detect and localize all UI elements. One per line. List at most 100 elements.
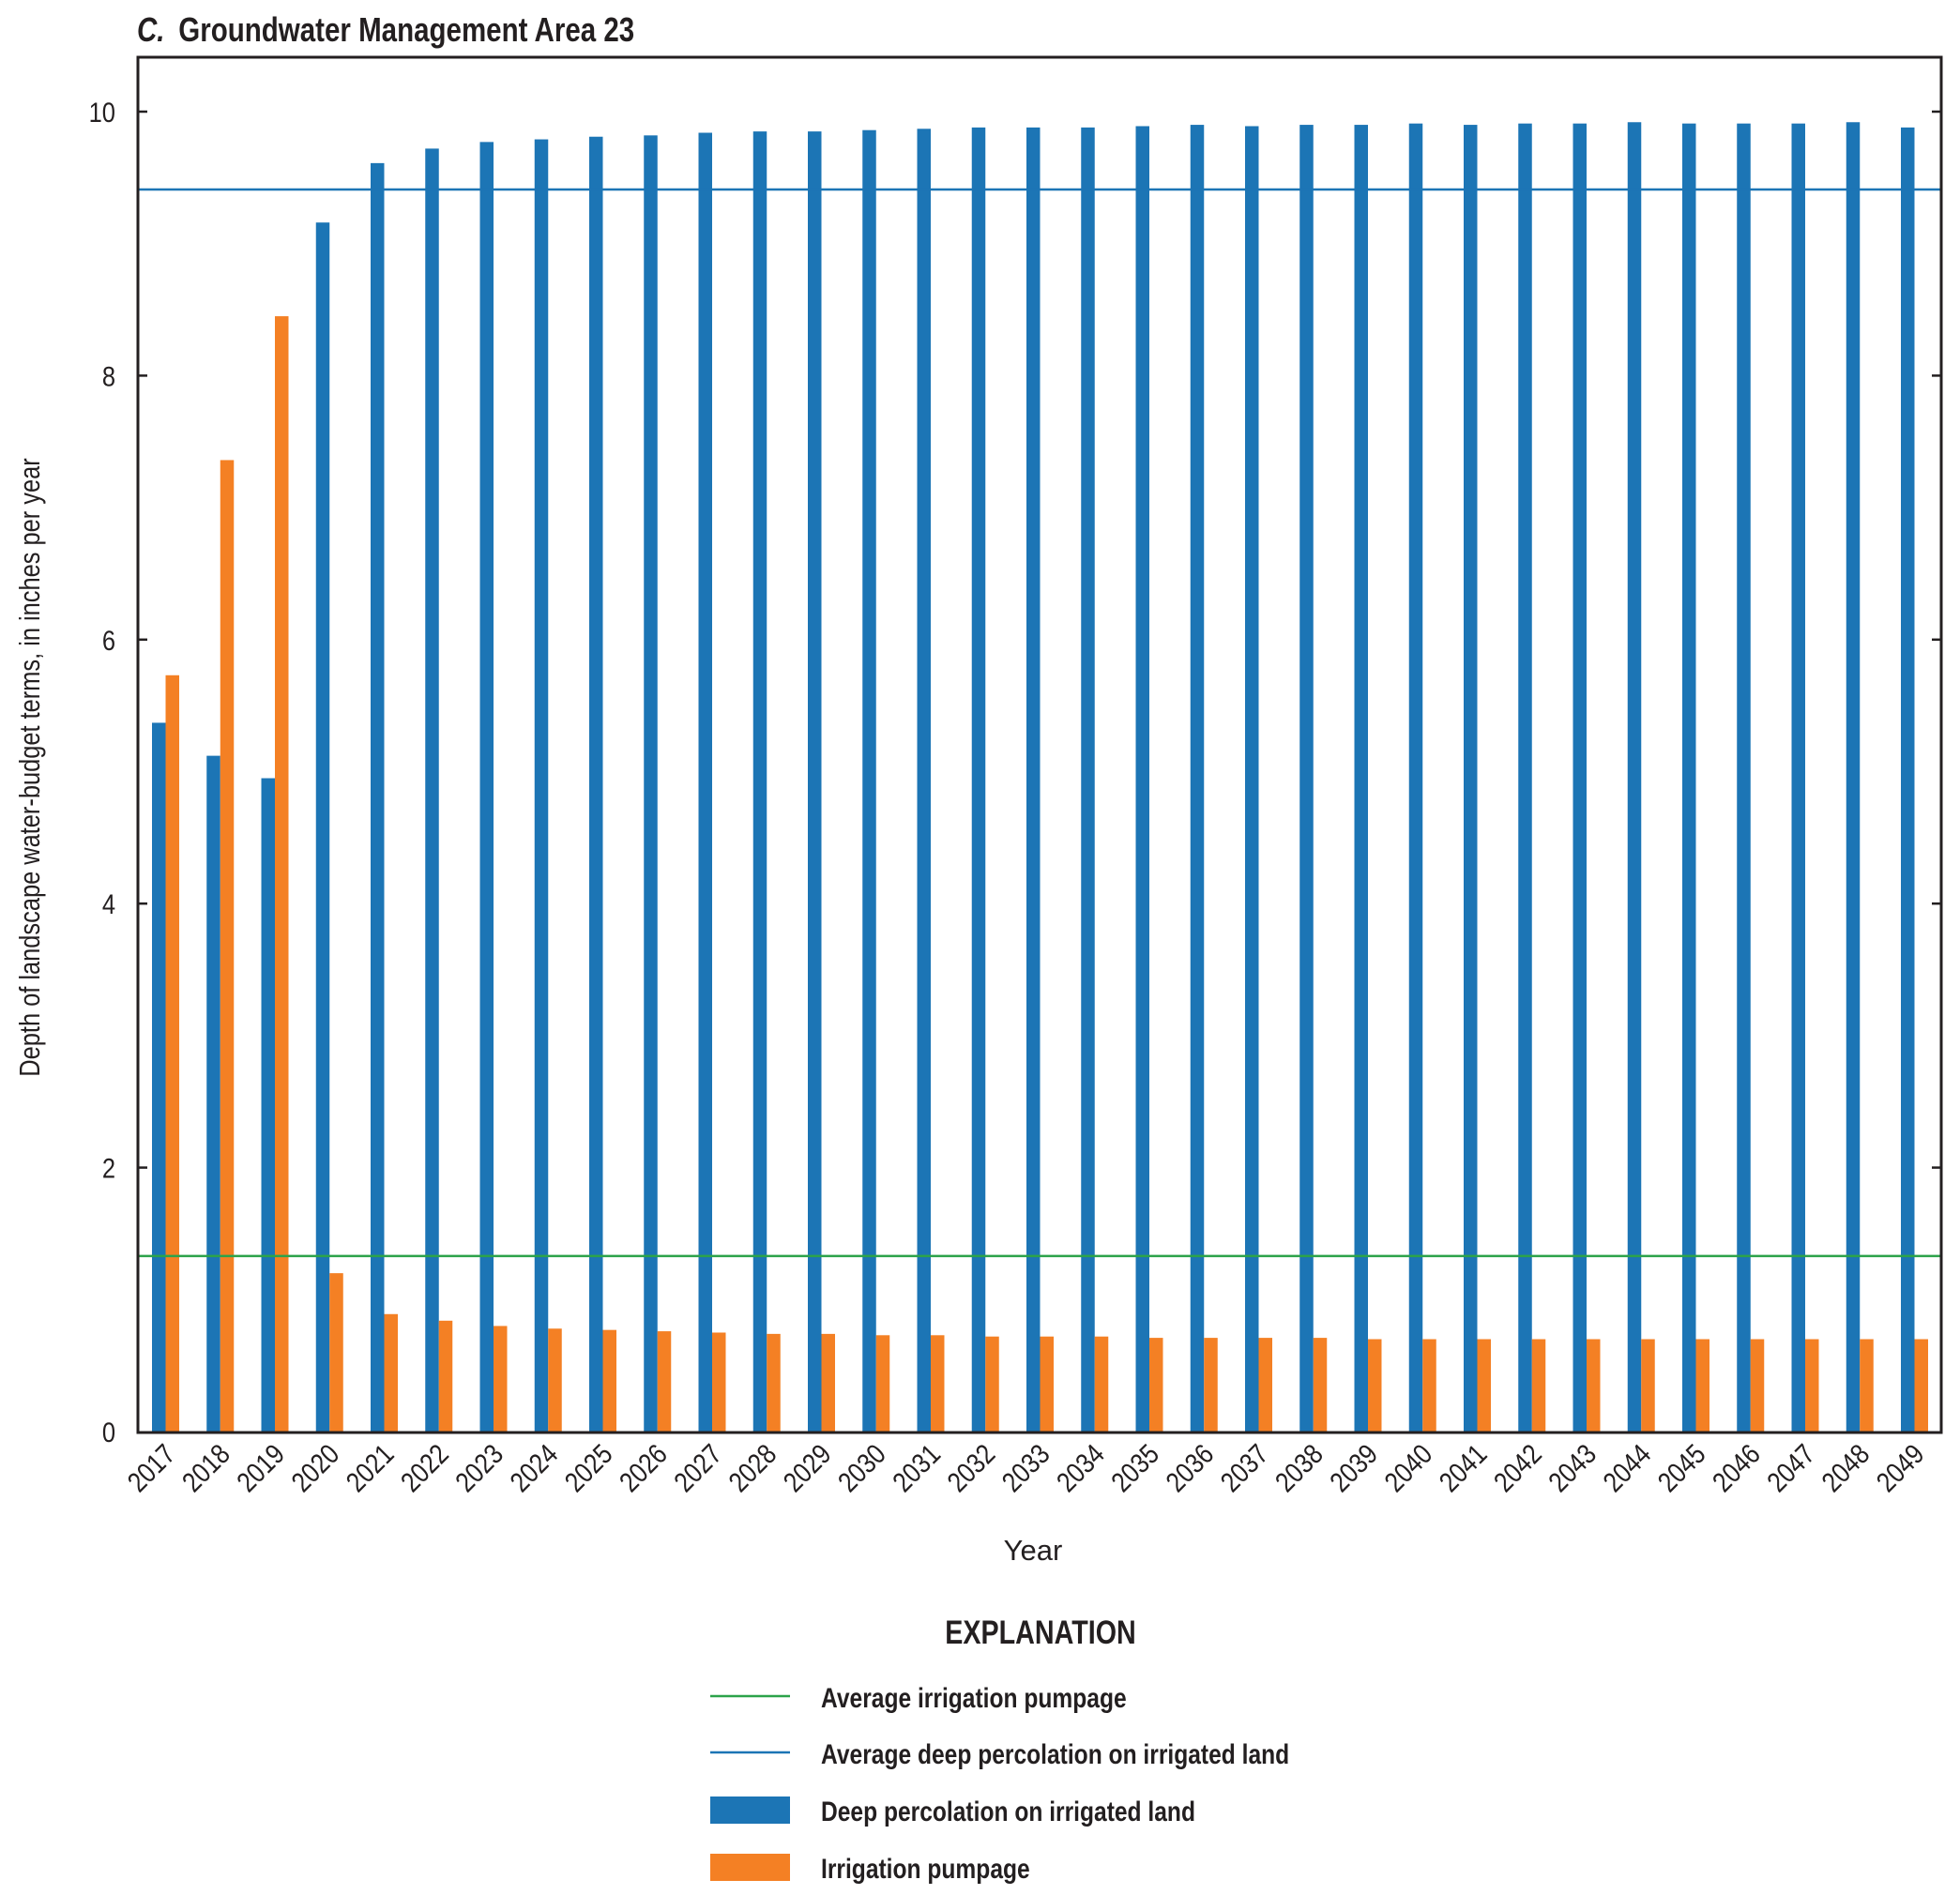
x-tick-label-2049: 2049 — [1870, 1438, 1930, 1498]
deep-percolation-bar-2046 — [1737, 123, 1751, 1432]
deep-percolation-bar-2026 — [644, 135, 658, 1433]
deep-percolation-bar-2018 — [206, 755, 220, 1432]
deep-percolation-bar-2032 — [971, 127, 986, 1432]
irrigation-pumpage-bar-2025 — [602, 1329, 616, 1432]
y-tick-label-6: 6 — [102, 625, 115, 656]
legend-label-average-deep-percolation-on-irrigated-land: Average deep percolation on irrigated la… — [821, 1738, 1289, 1770]
x-tick-label-2028: 2028 — [722, 1438, 782, 1498]
irrigation-pumpage-bar-2033 — [1040, 1336, 1054, 1432]
x-tick-label-2021: 2021 — [340, 1438, 400, 1498]
irrigation-pumpage-bar-2045 — [1695, 1339, 1709, 1432]
irrigation-pumpage-bar-2022 — [438, 1320, 453, 1432]
x-tick-label-2037: 2037 — [1214, 1438, 1274, 1498]
x-tick-label-2025: 2025 — [558, 1438, 618, 1498]
irrigation-pumpage-bar-2026 — [657, 1331, 672, 1432]
legend-label-deep-percolation-on-irrigated-land: Deep percolation on irrigated land — [821, 1796, 1195, 1827]
bars-layer — [152, 122, 1928, 1433]
irrigation-pumpage-bar-2024 — [548, 1328, 562, 1432]
y-axis-label: Depth of landscape water-budget terms, i… — [14, 458, 47, 1076]
irrigation-pumpage-bar-2049 — [1914, 1339, 1928, 1432]
deep-percolation-bar-2031 — [917, 129, 931, 1432]
deep-percolation-bar-2037 — [1245, 126, 1259, 1433]
deep-percolation-bar-2047 — [1791, 123, 1805, 1432]
irrigation-pumpage-bar-2019 — [275, 316, 289, 1433]
deep-percolation-bar-2034 — [1081, 127, 1095, 1432]
irrigation-pumpage-bar-2027 — [712, 1332, 726, 1432]
irrigation-pumpage-bar-2023 — [494, 1326, 508, 1432]
deep-percolation-bar-2045 — [1682, 123, 1696, 1432]
y-tick-label-4: 4 — [102, 888, 115, 919]
x-tick-label-2047: 2047 — [1761, 1438, 1821, 1498]
y-tick-label-10: 10 — [89, 97, 115, 128]
x-tick-label-2029: 2029 — [777, 1438, 837, 1498]
irrigation-pumpage-bar-2043 — [1587, 1339, 1601, 1432]
plot-frame — [136, 55, 1943, 1434]
reference-lines-layer — [138, 188, 1941, 1258]
irrigation-pumpage-bar-2018 — [220, 460, 235, 1433]
deep-percolation-bar-2027 — [698, 132, 712, 1432]
deep-percolation-bar-2043 — [1573, 123, 1587, 1432]
deep-percolation-bar-2041 — [1464, 125, 1478, 1432]
deep-percolation-bar-2030 — [862, 129, 876, 1433]
y-axis-ticks: 0 2 4 6 8 10 — [89, 97, 1941, 1448]
irrigation-pumpage-bar-2037 — [1258, 1338, 1272, 1432]
irrigation-pumpage-bar-2028 — [767, 1333, 781, 1432]
deep-percolation-bar-2021 — [371, 162, 385, 1432]
deep-percolation-bar-2022 — [425, 148, 439, 1432]
deep-percolation-bar-2044 — [1627, 122, 1642, 1432]
irrigation-pumpage-bar-2041 — [1477, 1339, 1491, 1432]
irrigation-pumpage-bar-2038 — [1313, 1338, 1328, 1432]
x-tick-label-2027: 2027 — [668, 1438, 728, 1498]
x-tick-label-2024: 2024 — [504, 1438, 564, 1498]
legend-title: EXPLANATION — [945, 1614, 1136, 1650]
legend-label-average-irrigation-pumpage: Average irrigation pumpage — [821, 1682, 1127, 1714]
x-tick-label-2031: 2031 — [887, 1438, 947, 1498]
irrigation-pumpage-bar-2020 — [329, 1273, 343, 1432]
x-tick-label-2040: 2040 — [1378, 1438, 1438, 1498]
x-tick-label-2042: 2042 — [1488, 1438, 1548, 1498]
legend-label-irrigation-pumpage: Irrigation pumpage — [821, 1853, 1030, 1885]
x-tick-label-2045: 2045 — [1651, 1438, 1711, 1498]
irrigation-pumpage-bar-2034 — [1094, 1336, 1109, 1432]
irrigation-pumpage-bar-2035 — [1149, 1338, 1163, 1432]
legend-swatch-irrigation-pumpage — [710, 1854, 790, 1881]
irrigation-pumpage-bar-2017 — [165, 675, 179, 1432]
deep-percolation-bar-2040 — [1408, 123, 1423, 1432]
legend-swatch-deep-percolation-on-irrigated-land — [710, 1796, 790, 1824]
deep-percolation-bar-2028 — [752, 131, 767, 1433]
x-tick-label-2018: 2018 — [176, 1438, 236, 1498]
irrigation-pumpage-bar-2036 — [1204, 1338, 1218, 1432]
y-tick-label-8: 8 — [102, 360, 115, 391]
y-tick-label-2: 2 — [102, 1153, 115, 1184]
deep-percolation-bar-2033 — [1026, 127, 1041, 1432]
deep-percolation-bar-2020 — [315, 222, 330, 1433]
deep-percolation-bar-2023 — [479, 142, 494, 1433]
x-tick-label-2023: 2023 — [449, 1438, 509, 1498]
deep-percolation-bar-2035 — [1135, 126, 1149, 1433]
deep-percolation-bar-2024 — [534, 139, 549, 1432]
x-tick-label-2033: 2033 — [995, 1438, 1056, 1498]
irrigation-pumpage-bar-2030 — [875, 1335, 890, 1432]
x-tick-label-2039: 2039 — [1324, 1438, 1384, 1498]
deep-percolation-bar-2038 — [1299, 125, 1314, 1432]
irrigation-pumpage-bar-2048 — [1860, 1339, 1874, 1432]
title-prefix: C. — [137, 10, 165, 48]
x-axis-label: Year — [1004, 1534, 1063, 1567]
deep-percolation-bar-2039 — [1354, 125, 1368, 1432]
x-tick-label-2043: 2043 — [1542, 1438, 1603, 1498]
x-tick-label-2038: 2038 — [1269, 1438, 1329, 1498]
title-text: Groundwater Management Area 23 — [178, 10, 634, 48]
x-tick-label-2046: 2046 — [1707, 1438, 1767, 1498]
x-tick-label-2022: 2022 — [395, 1438, 455, 1498]
x-tick-label-2034: 2034 — [1051, 1438, 1111, 1498]
x-tick-label-2019: 2019 — [231, 1438, 291, 1498]
deep-percolation-bar-2049 — [1901, 127, 1915, 1432]
irrigation-pumpage-bar-2021 — [384, 1313, 398, 1432]
y-tick-label-0: 0 — [102, 1417, 115, 1448]
x-tick-label-2030: 2030 — [832, 1438, 892, 1498]
x-tick-label-2041: 2041 — [1433, 1438, 1493, 1498]
x-tick-label-2026: 2026 — [614, 1438, 674, 1498]
irrigation-pumpage-bar-2032 — [985, 1336, 999, 1432]
deep-percolation-bar-2017 — [152, 722, 166, 1432]
